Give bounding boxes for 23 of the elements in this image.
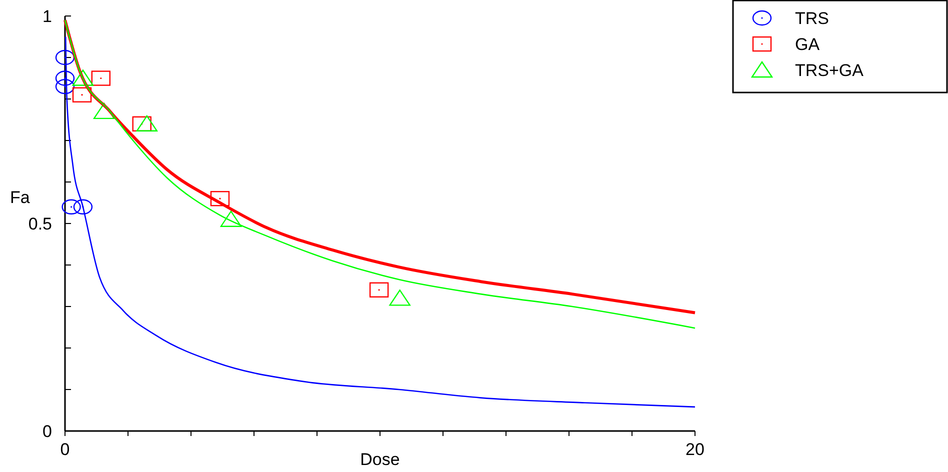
legend-label: GA bbox=[795, 35, 820, 54]
point bbox=[73, 199, 93, 214]
y-tick-label: 0.5 bbox=[28, 214, 52, 234]
point bbox=[136, 115, 158, 132]
point bbox=[55, 70, 75, 86]
point bbox=[62, 199, 81, 214]
point bbox=[72, 70, 94, 86]
y-axis-title: Fa bbox=[10, 188, 30, 207]
point bbox=[93, 102, 115, 120]
x-axis-title: Dose bbox=[360, 450, 400, 469]
y-tick-label: 1 bbox=[42, 7, 52, 26]
legend-label: TRS bbox=[795, 9, 829, 28]
point bbox=[389, 290, 410, 306]
y-tick-label: 0 bbox=[42, 422, 52, 441]
point bbox=[369, 282, 389, 298]
x-tick-label: 20 bbox=[686, 440, 704, 459]
point bbox=[55, 50, 75, 66]
legend-label: TRS+GA bbox=[795, 61, 864, 80]
point bbox=[55, 78, 75, 94]
point bbox=[210, 191, 230, 206]
point bbox=[220, 210, 242, 227]
point bbox=[72, 87, 92, 102]
point bbox=[91, 70, 111, 86]
